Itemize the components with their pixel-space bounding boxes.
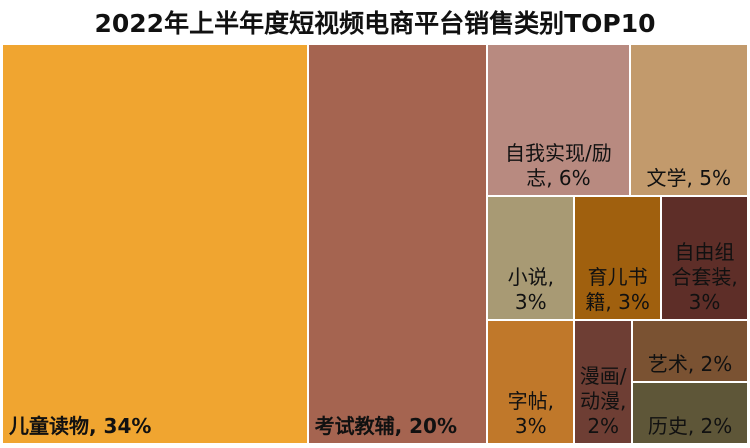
chart-title: 2022年上半年度短视频电商平台销售类别TOP10 [94,9,656,38]
treemap-cell: 自我实现/励志, 6% [487,44,630,196]
treemap-cell: 儿童读物, 34% [2,44,308,444]
cell-label: 小说, 3% [507,264,554,314]
treemap-cell: 育儿书籍, 3% [574,195,662,320]
cell-label: 文学, 5% [646,165,731,190]
cell-label: 自我实现/励志, 6% [505,140,612,190]
cell-label: 漫画/动漫, 2% [579,363,627,438]
treemap-cell: 艺术, 2% [632,319,748,382]
cell-label: 字帖, 3% [507,388,554,438]
cell-label: 自由组合套装, 3% [671,239,738,314]
treemap-cell: 历史, 2% [632,381,748,444]
cell-label: 艺术, 2% [647,351,733,376]
treemap-cell: 自由组合套装, 3% [661,195,748,320]
treemap-cell: 漫画/动漫, 2% [574,319,633,444]
treemap-cell: 字帖, 3% [487,319,575,444]
treemap-cell: 考试教辅, 20% [307,44,488,444]
cell-label: 育儿书籍, 3% [585,264,650,314]
cell-label: 考试教辅, 20% [314,414,458,438]
treemap-cell: 文学, 5% [629,44,748,196]
treemap-cell: 小说, 3% [487,195,575,320]
cell-label: 儿童读物, 34% [9,414,152,438]
cell-label: 历史, 2% [647,413,733,438]
